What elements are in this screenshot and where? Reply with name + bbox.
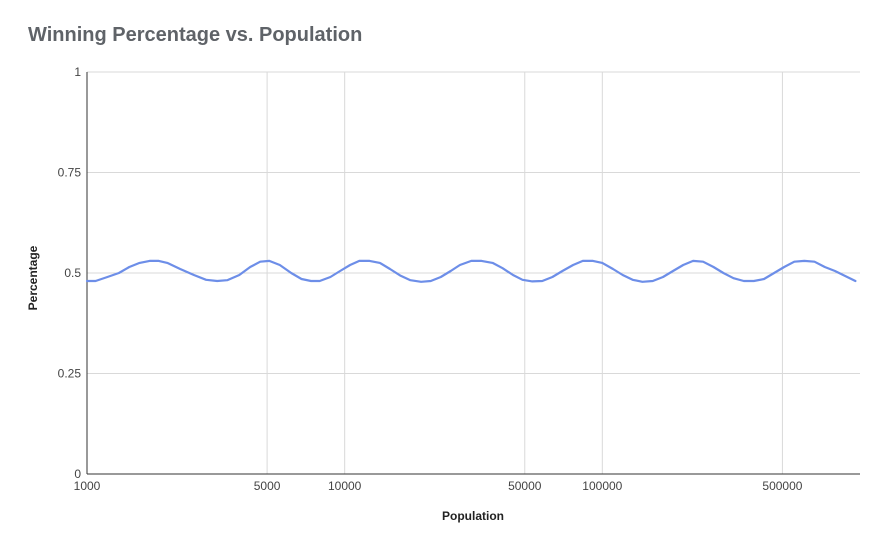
series-line <box>85 259 857 283</box>
x-axis-title: Population <box>442 509 504 523</box>
tick-labels: 0 0.25 0.5 0.75 1 1000 5000 10000 50000 100000 500… <box>58 65 803 493</box>
chart-title: Winning Percentage vs. Population <box>28 24 363 46</box>
series-layer <box>85 259 857 283</box>
gridlines <box>87 71 860 474</box>
x-tick-label: 10000 <box>328 479 362 493</box>
y-tick-label: 0.5 <box>64 266 81 280</box>
y-tick-label: 1 <box>74 65 81 79</box>
x-tick-label: 100000 <box>582 479 622 493</box>
y-tick-label: 0.25 <box>58 367 82 381</box>
y-tick-label: 0.75 <box>58 166 82 180</box>
y-tick-label: 0 <box>74 467 81 481</box>
x-tick-label: 500000 <box>762 479 802 493</box>
x-tick-label: 5000 <box>254 479 281 493</box>
axes <box>86 72 860 475</box>
y-axis-title: Percentage <box>26 245 40 310</box>
x-tick-label: 50000 <box>508 479 542 493</box>
x-tick-label: 1000 <box>74 479 101 493</box>
